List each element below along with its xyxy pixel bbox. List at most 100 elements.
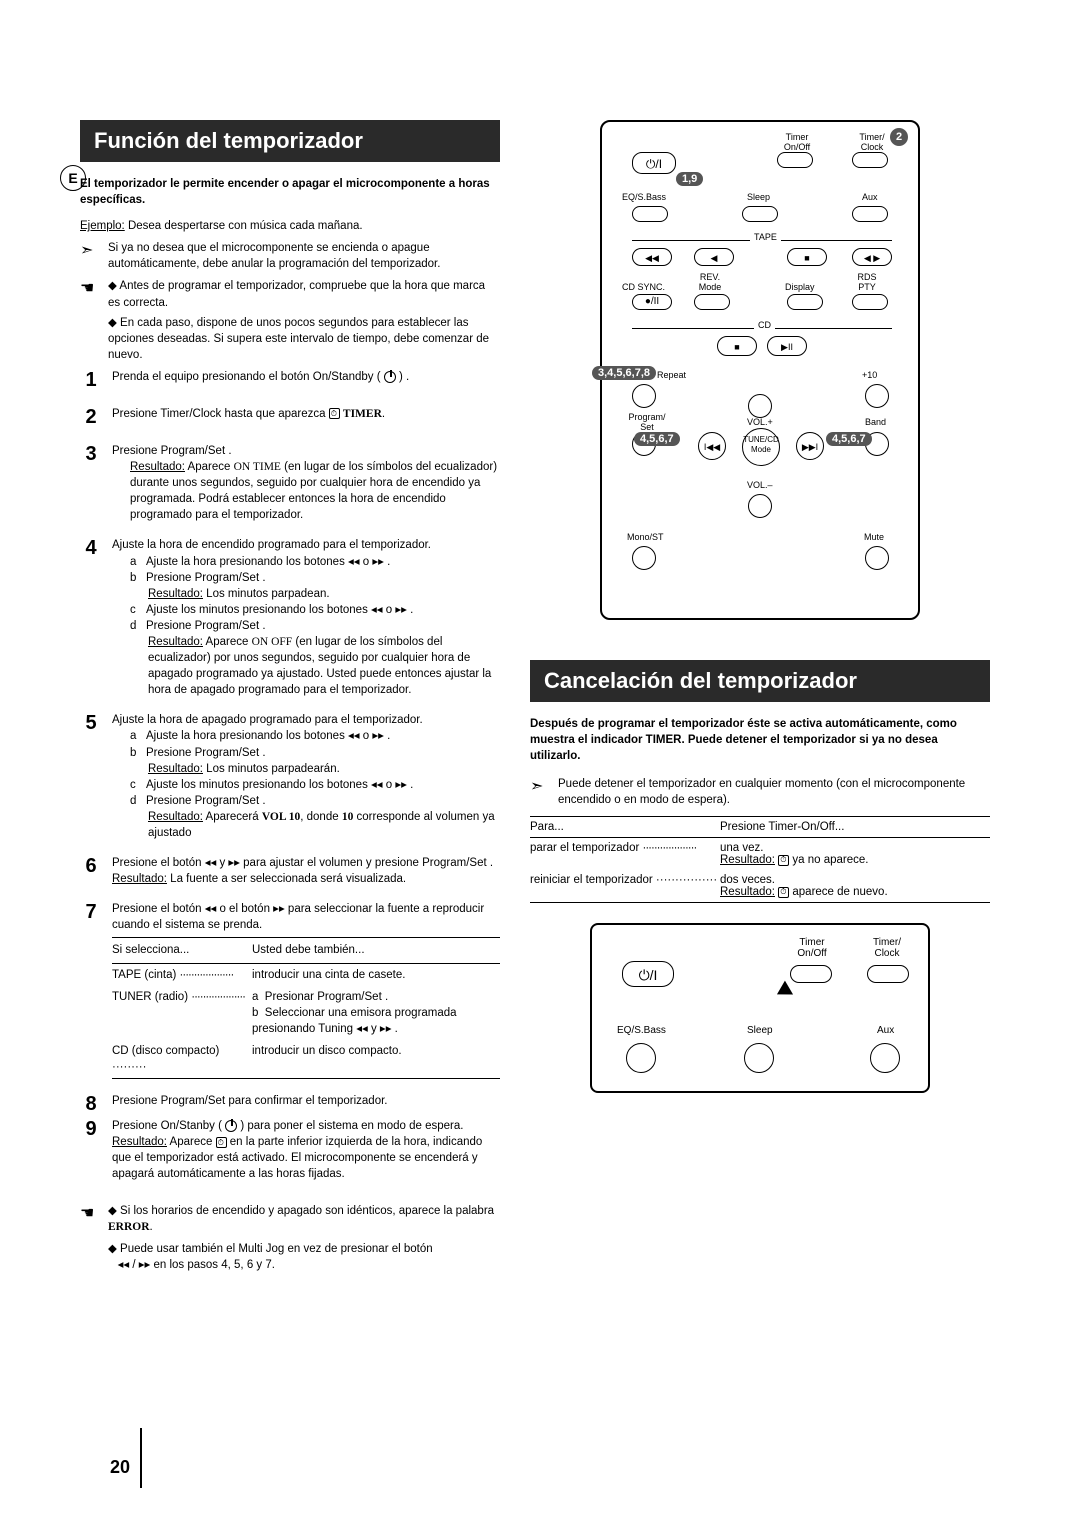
example-text: Desea despertarse con música cada mañana… — [125, 220, 363, 232]
cancel-note: Si ya no desea que el microcomponente se… — [108, 240, 500, 272]
btn-mute — [865, 546, 889, 570]
d-btn-aux — [870, 1043, 900, 1073]
btn-next: ▶▶I — [796, 432, 824, 460]
arrow-icon: ➣ — [80, 240, 100, 260]
section2-title: Cancelación del temporizador — [530, 660, 990, 702]
power-icon — [384, 371, 396, 383]
btn-volp — [748, 394, 772, 418]
lbl-display: Display — [785, 282, 815, 292]
btn-cd-stop: ■ — [717, 336, 757, 356]
btn-rew: ◀◀ — [632, 248, 672, 266]
step-5: 5 Ajuste la hora de apagado programado p… — [80, 712, 500, 841]
d-btn-eq — [626, 1043, 656, 1073]
d-lbl-eq: EQ/S.Bass — [617, 1025, 666, 1036]
step-3: 3 Presione Program/Set . Resultado: Apar… — [80, 443, 500, 523]
hand-icon: ☚ — [80, 278, 100, 298]
btn-eq — [632, 206, 668, 222]
notes-row: ☚ ◆ Antes de programar el temporizador, … — [80, 278, 500, 362]
d-btn-timer-onoff — [790, 965, 832, 983]
page: Función del temporizador El temporizador… — [0, 0, 1080, 1339]
lbl-cdsync: CD SYNC. — [622, 282, 665, 292]
remote-diagram: Timer On/Off Timer/ Clock ⏻/I 2 1,9 EQ/S… — [600, 120, 920, 620]
lbl-aux: Aux — [862, 192, 878, 202]
example-line: Ejemplo: Desea despertarse con música ca… — [80, 218, 500, 234]
btn-rec: ◀ — [694, 248, 734, 266]
lbl-tape: TAPE — [750, 232, 781, 242]
left-column: Función del temporizador El temporizador… — [80, 120, 500, 1279]
lbl-plus10: +10 — [862, 370, 877, 380]
step-2: 2 Presione Timer/Clock hasta que aparezc… — [80, 406, 500, 429]
step-7: 7 Presione el botón ◂◂ o el botón ▸▸ par… — [80, 901, 500, 1079]
btn-tune: TUNE/CD Mode — [742, 428, 780, 466]
arrow-icon: ➣ — [530, 776, 550, 808]
end-bullet-2: ◆ Puede usar también el Multi Jog en vez… — [108, 1241, 500, 1273]
lbl-mono: Mono/ST — [627, 532, 664, 542]
d-lbl-timer-onoff: Timer On/Off — [792, 937, 832, 959]
callout-2: 2 — [890, 128, 908, 146]
d-lbl-aux: Aux — [877, 1025, 894, 1036]
btn-play: ◀ ▶ — [852, 248, 892, 266]
step-8: 8 Presione Program/Set para confirmar el… — [80, 1093, 500, 1116]
hand-icon: ☚ — [80, 1203, 100, 1223]
btn-power: ⏻/I — [632, 152, 676, 174]
lbl-program: Program/ Set — [622, 412, 672, 432]
btn-repeat — [632, 384, 656, 408]
btn-rds — [852, 294, 888, 310]
bullet-2: ◆ En cada paso, dispone de unos pocos se… — [108, 315, 500, 363]
lbl-rev: REV. Mode — [692, 272, 728, 292]
lbl-timer-onoff: Timer On/Off — [777, 132, 817, 152]
btn-cd-play: ▶II — [767, 336, 807, 356]
btn-aux — [852, 206, 888, 222]
section1-title: Función del temporizador — [80, 120, 500, 162]
lbl-rds: RDS PTY — [852, 272, 882, 292]
btn-mono — [632, 546, 656, 570]
btn-display — [787, 294, 823, 310]
d-lbl-sleep: Sleep — [747, 1025, 773, 1036]
right-column: Timer On/Off Timer/ Clock ⏻/I 2 1,9 EQ/S… — [530, 120, 990, 1279]
btn-timer-onoff — [777, 152, 813, 168]
end-notes: ☚ ◆ Si los horarios de encendido y apaga… — [80, 1203, 500, 1273]
lbl-volm: VOL.– — [747, 480, 773, 490]
step-6: 6 Presione el botón ◂◂ y ▸▸ para ajustar… — [80, 855, 500, 887]
step-9: 9 Presione On/Stanby ( ) para poner el s… — [80, 1118, 500, 1182]
page-number: 20 — [110, 1457, 130, 1478]
lbl-sleep: Sleep — [747, 192, 770, 202]
d-btn-timer-clock — [867, 965, 909, 983]
lbl-repeat: Repeat — [657, 370, 686, 380]
callout-4567b: 4,5,6,7 — [826, 432, 872, 446]
d-btn-sleep — [744, 1043, 774, 1073]
d-lbl-timer-clock: Timer/ Clock — [867, 937, 907, 959]
example-label: Ejemplo: — [80, 220, 125, 232]
section2-intro: Después de programar el temporizador ést… — [530, 716, 990, 764]
lbl-volp: VOL.+ — [747, 417, 773, 427]
btn-cdsync: ●/II — [632, 294, 672, 310]
clock-icon — [216, 1137, 227, 1148]
d-btn-power: ⏻/I — [622, 961, 674, 987]
lbl-timer-clock: Timer/ Clock — [852, 132, 892, 152]
btn-stop2: ■ — [787, 248, 827, 266]
detail-panel: Timer On/Off Timer/ Clock ⏻/I EQ/S.Bass … — [590, 923, 930, 1093]
lbl-band: Band — [865, 417, 886, 427]
btn-rev — [694, 294, 730, 310]
cancel-note-row: ➣ Si ya no desea que el microcomponente … — [80, 240, 500, 272]
clock-icon — [778, 855, 789, 866]
btn-prev: I◀◀ — [698, 432, 726, 460]
clock-icon — [329, 408, 340, 419]
power-icon — [225, 1120, 237, 1132]
clock-icon — [778, 887, 789, 898]
cursor-icon — [777, 981, 797, 1002]
callout-cluster: 3,4,5,6,7,8 — [592, 366, 656, 380]
btn-timer-clock — [852, 152, 888, 168]
callout-19: 1,9 — [676, 172, 703, 186]
lbl-cd: CD — [754, 320, 775, 330]
btn-plus10 — [865, 384, 889, 408]
step7-table: Si selecciona...Usted debe también... TA… — [112, 937, 500, 1079]
cancel-table: Para...Presione Timer-On/Off... parar el… — [530, 816, 990, 903]
bullet-1: ◆ Antes de programar el temporizador, co… — [108, 278, 500, 310]
btn-volm — [748, 494, 772, 518]
margin-letter: E — [60, 165, 86, 191]
step-4: 4 Ajuste la hora de encendido programado… — [80, 537, 500, 698]
btn-sleep — [742, 206, 778, 222]
footer-divider — [140, 1428, 142, 1488]
step-1: 1 Prenda el equipo presionando el botón … — [80, 369, 500, 392]
